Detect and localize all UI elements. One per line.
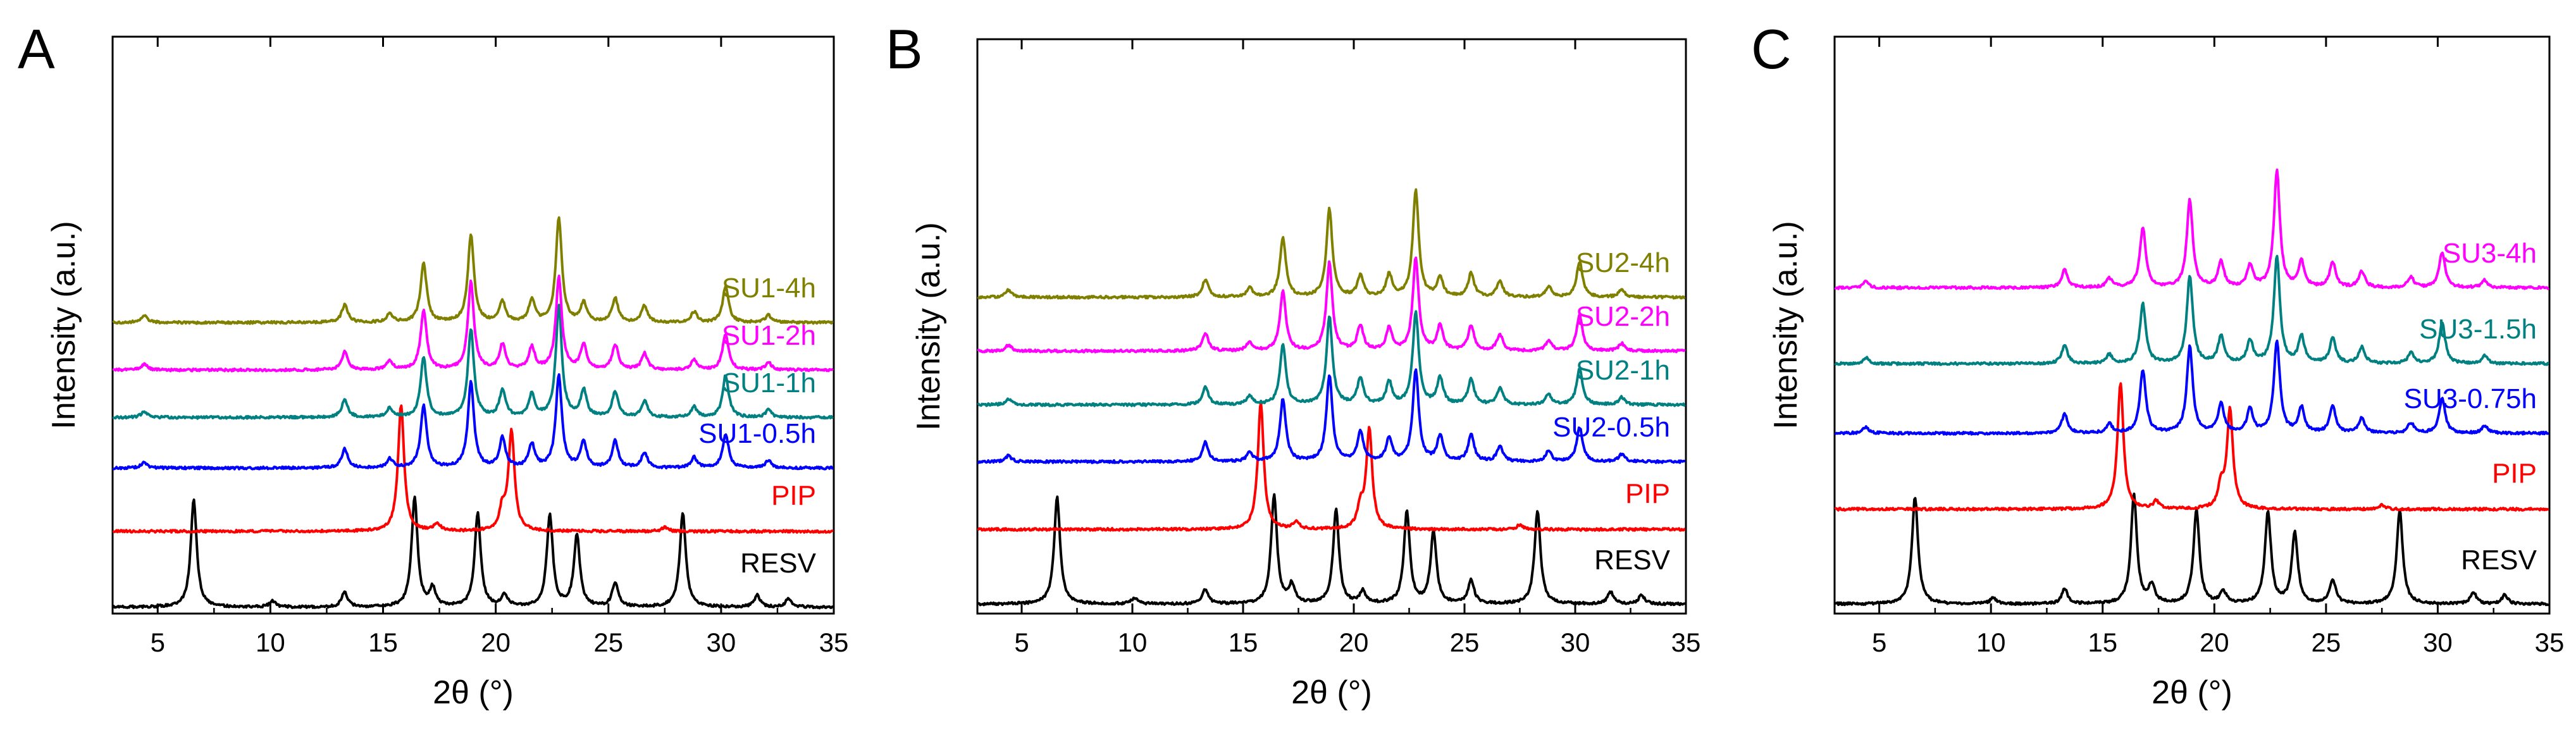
trace-resv <box>1834 492 2549 607</box>
x-tick-label: 25 <box>593 627 623 657</box>
trace-resv <box>977 493 1686 607</box>
x-tick-label: 30 <box>1561 627 1590 657</box>
series-label-resv: RESV <box>740 548 816 579</box>
series-label-su2-4h: SU2-4h <box>1576 247 1670 278</box>
trace-su3-4h <box>1834 168 2549 290</box>
series-label-pip: PIP <box>1625 478 1670 509</box>
trace-su1-0.5h <box>112 373 834 471</box>
panel-c: C 5 10 15 20 25 30 35 2θ (°) Intensity (a.u.) RESV… <box>1751 18 2564 711</box>
trace-resv <box>112 495 834 610</box>
series-label-pip: PIP <box>2492 458 2537 489</box>
panel-letter: B <box>886 18 923 80</box>
x-tick-label: 5 <box>151 627 165 657</box>
x-tick-label: 20 <box>2200 627 2229 657</box>
x-tick-label: 35 <box>1671 627 1701 657</box>
x-tick-label: 15 <box>2088 627 2117 657</box>
y-axis-label: Intensity (a.u.) <box>1768 221 1804 429</box>
trace-su3-0.75h <box>1834 339 2549 436</box>
series-label-su3-4h: SU3-4h <box>2443 238 2537 269</box>
panel-letter: A <box>18 18 55 80</box>
trace-pip <box>977 402 1686 532</box>
x-tick-label: 20 <box>1339 627 1369 657</box>
series-label-su1-2h: SU1-2h <box>722 320 816 351</box>
trace-su2-0.5h <box>977 368 1686 464</box>
trace-pip <box>112 404 834 534</box>
x-tick-label: 10 <box>1976 627 2006 657</box>
plot-frame <box>111 35 835 615</box>
x-axis-label: 2θ (°) <box>433 674 514 711</box>
x-tick-label: 10 <box>256 627 285 657</box>
y-axis-label: Intensity (a.u.) <box>910 222 947 430</box>
x-tick-label: 35 <box>2535 627 2565 657</box>
x-axis-label: 2θ (°) <box>1291 674 1372 711</box>
x-tick-label: 25 <box>1450 627 1480 657</box>
series-label-resv: RESV <box>1594 545 1670 576</box>
series-label-su2-0.5h: SU2-0.5h <box>1552 412 1670 443</box>
series-label-su3-1.5h: SU3-1.5h <box>2419 314 2537 345</box>
panel-a: A 5 10 15 20 25 30 35 2θ (°) Intensity (a.u.) RESV… <box>18 18 848 711</box>
x-axis-label: 2θ (°) <box>2152 674 2232 711</box>
series-label-su1-1h: SU1-1h <box>722 368 816 399</box>
x-tick-label: 30 <box>707 627 736 657</box>
series-label-su2-1h: SU2-1h <box>1576 355 1670 386</box>
trace-su2-2h <box>977 256 1686 354</box>
trace-su1-1h <box>112 304 834 420</box>
trace-su3-1.5h <box>1834 254 2549 366</box>
plot-frame <box>1833 35 2551 615</box>
trace-su2-4h <box>977 188 1686 300</box>
series-label-su1-0.5h: SU1-0.5h <box>698 418 816 449</box>
series-label-su1-4h: SU1-4h <box>722 273 816 304</box>
x-tick-label: 30 <box>2423 627 2453 657</box>
trace-su2-1h <box>977 310 1686 407</box>
panel-letter: C <box>1751 18 1792 80</box>
panel-b: B 5 10 15 20 25 30 35 2θ (°) Intensity (a.u.) RESV… <box>886 18 1700 711</box>
x-tick-label: 10 <box>1118 627 1148 657</box>
series-label-su3-0.75h: SU3-0.75h <box>2404 383 2537 414</box>
x-tick-label: 25 <box>2312 627 2341 657</box>
trace-pip <box>1834 382 2549 512</box>
x-tick-label: 15 <box>368 627 398 657</box>
series-label-resv: RESV <box>2461 545 2537 576</box>
y-axis-label: Intensity (a.u.) <box>46 221 82 429</box>
x-tick-label: 15 <box>1229 627 1258 657</box>
x-tick-label: 35 <box>819 627 849 657</box>
series-label-pip: PIP <box>771 480 816 511</box>
trace-su1-2h <box>112 275 834 373</box>
x-tick-label: 5 <box>1014 627 1029 657</box>
plot-frame <box>976 38 1687 615</box>
trace-su1-4h <box>112 216 834 325</box>
series-label-su2-2h: SU2-2h <box>1576 301 1670 332</box>
x-tick-label: 5 <box>1872 627 1886 657</box>
x-tick-label: 20 <box>481 627 511 657</box>
